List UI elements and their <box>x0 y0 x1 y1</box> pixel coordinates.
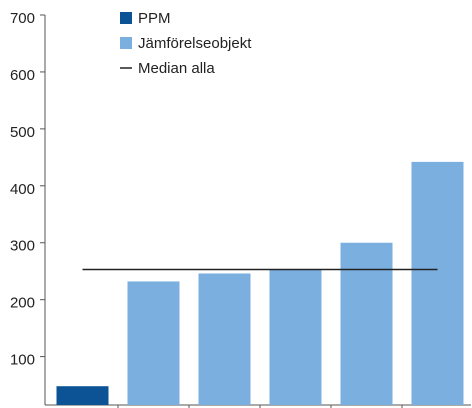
bar <box>56 386 109 405</box>
legend-label: Jämförelseobjekt <box>138 35 252 52</box>
bar <box>411 161 464 405</box>
y-tick-label: 600 <box>10 67 35 84</box>
bar <box>127 281 180 405</box>
y-tick-label: 100 <box>10 352 35 369</box>
legend-label: PPM <box>138 10 171 27</box>
legend-swatch <box>120 12 132 24</box>
y-tick-label: 400 <box>10 181 35 198</box>
bar <box>340 242 393 405</box>
bar <box>198 273 251 405</box>
y-tick-label: 700 <box>10 10 35 27</box>
y-tick-label: 200 <box>10 295 35 312</box>
legend-label: Median alla <box>138 60 215 77</box>
bar <box>269 269 322 405</box>
y-tick-label: 500 <box>10 124 35 141</box>
y-tick-label: 300 <box>10 238 35 255</box>
legend-swatch <box>120 37 132 49</box>
